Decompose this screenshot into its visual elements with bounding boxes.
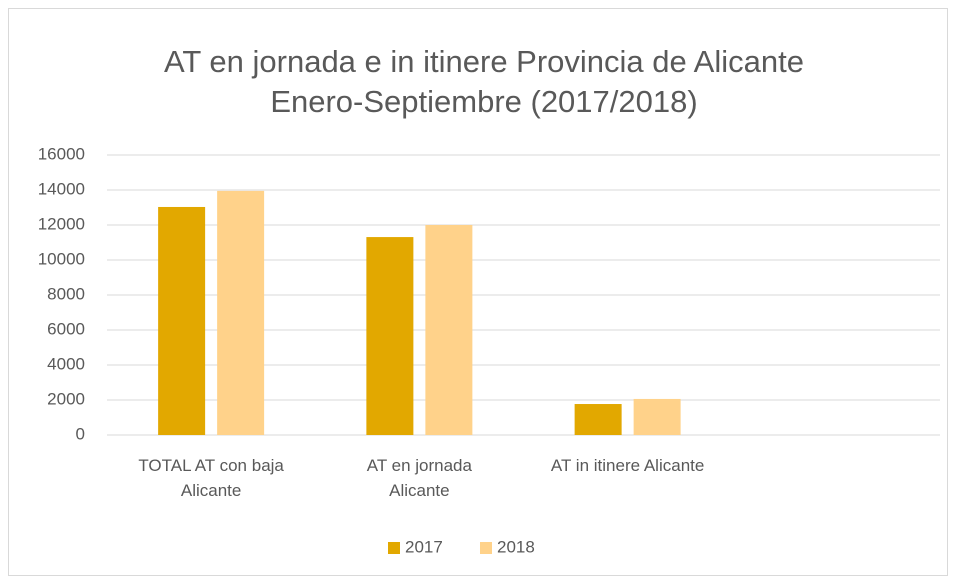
y-tick-label: 2000	[47, 389, 85, 408]
y-tick-label: 10000	[38, 249, 85, 268]
bar	[366, 237, 414, 435]
legend-swatch	[388, 542, 400, 554]
x-tick-label: AT in itinere Alicante	[550, 456, 705, 475]
chart-title: Enero-Septiembre (2017/2018)	[270, 84, 697, 119]
y-tick-label: 16000	[38, 144, 85, 163]
bar	[633, 398, 681, 435]
bar	[574, 404, 622, 435]
legend-label: 2018	[497, 537, 535, 556]
legend-swatch	[480, 542, 492, 554]
y-tick-label: 6000	[47, 319, 85, 338]
x-tick-label: AT en jornada Alicante	[366, 456, 472, 500]
y-tick-label: 8000	[47, 284, 85, 303]
bar	[217, 190, 265, 435]
chart-title: AT en jornada e in itinere Provincia de …	[164, 44, 804, 79]
legend-label: 2017	[405, 537, 443, 556]
y-tick-label: 4000	[47, 354, 85, 373]
y-tick-label: 14000	[38, 179, 85, 198]
bar	[158, 206, 206, 435]
bar	[425, 225, 473, 435]
x-tick-label: TOTAL AT con baja Alicante	[138, 456, 284, 500]
y-tick-label: 12000	[38, 214, 85, 233]
y-tick-label: 0	[76, 424, 85, 443]
